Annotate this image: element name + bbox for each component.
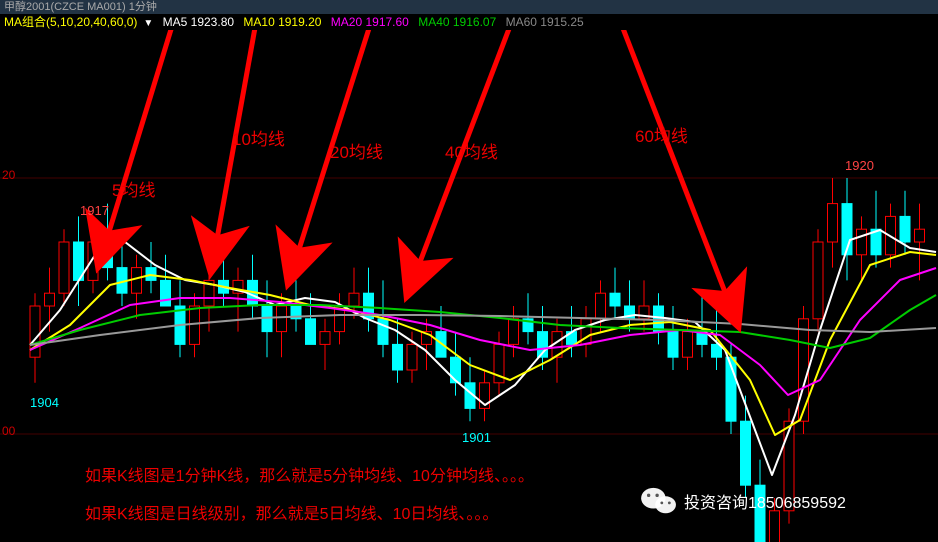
y-axis-tick: 20 <box>2 168 15 182</box>
ma-annotation: 60均线 <box>635 122 688 147</box>
ma-legend: MA组合(5,10,20,40,60,0) ▼ MA5 1923.80 MA10 … <box>0 14 938 30</box>
wechat-badge: 投资咨询18506859592 <box>640 485 846 517</box>
ma20-label: MA20 1917.60 <box>331 15 409 29</box>
footer-line-1: 如果K线图是1分钟K线，那么就是5分钟均线、10分钟均线、。。。 <box>85 462 534 486</box>
chart-area[interactable]: 20 00 5均线 10均线 20均线 40均线 60均线 1917 1904 1901 192… <box>0 30 938 542</box>
price-label: 1920 <box>845 158 874 173</box>
wechat-icon <box>640 485 678 517</box>
ma-annotation: 10均线 <box>232 125 285 150</box>
footer-line-2: 如果K线图是日线级别，那么就是5日均线、10日均线、。。。 <box>85 500 498 524</box>
ma-group-label[interactable]: MA组合(5,10,20,40,60,0) <box>4 15 137 29</box>
ma10-label: MA10 1919.20 <box>243 15 321 29</box>
wechat-text: 投资咨询18506859592 <box>684 489 846 513</box>
ma40-label: MA40 1916.07 <box>418 15 496 29</box>
price-label: 1917 <box>80 203 109 218</box>
ma5-label: MA5 1923.80 <box>163 15 234 29</box>
y-axis-tick: 00 <box>2 424 15 438</box>
title-bar: 甲醇2001(CZCE MA001) 1分钟 <box>0 0 938 14</box>
ma-annotation: 40均线 <box>445 138 498 163</box>
price-label: 1901 <box>462 430 491 445</box>
ma-annotation: 5均线 <box>112 176 155 201</box>
ma-annotation: 20均线 <box>330 138 383 163</box>
chart-title: 甲醇2001(CZCE MA001) 1分钟 <box>4 1 157 13</box>
ma60-label: MA60 1915.25 <box>506 15 584 29</box>
dropdown-icon[interactable]: ▼ <box>143 18 153 29</box>
price-label: 1904 <box>30 395 59 410</box>
